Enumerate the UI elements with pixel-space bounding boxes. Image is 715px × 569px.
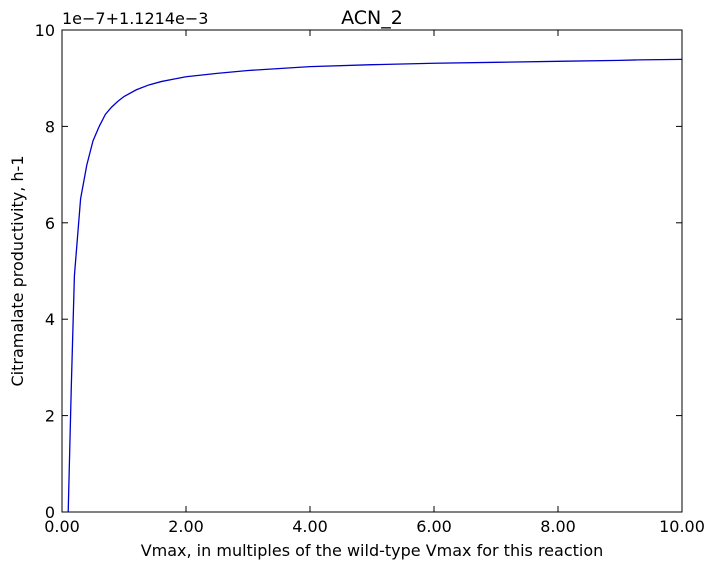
x-tick-label: 0.00 xyxy=(44,517,80,536)
y-tick-label: 10 xyxy=(35,21,55,40)
x-tick-label: 6.00 xyxy=(416,517,452,536)
chart-title: ACN_2 xyxy=(341,7,403,29)
x-tick-label: 2.00 xyxy=(168,517,204,536)
y-tick-label: 6 xyxy=(45,214,55,233)
x-tick-label: 4.00 xyxy=(292,517,328,536)
x-tick-label: 10.00 xyxy=(659,517,705,536)
y-offset-label: 1e−7+1.1214e−3 xyxy=(62,9,208,28)
y-tick-label: 2 xyxy=(45,407,55,426)
y-tick-label: 8 xyxy=(45,117,55,136)
y-tick-label: 4 xyxy=(45,310,55,329)
y-tick-label: 0 xyxy=(45,503,55,522)
x-tick-label: 8.00 xyxy=(540,517,576,536)
plot-frame xyxy=(61,29,683,513)
y-axis-label: Citramalate productivity, h-1 xyxy=(8,155,27,386)
x-axis-label: Vmax, in multiples of the wild-type Vmax… xyxy=(141,541,604,560)
series-line-0 xyxy=(67,58,683,513)
